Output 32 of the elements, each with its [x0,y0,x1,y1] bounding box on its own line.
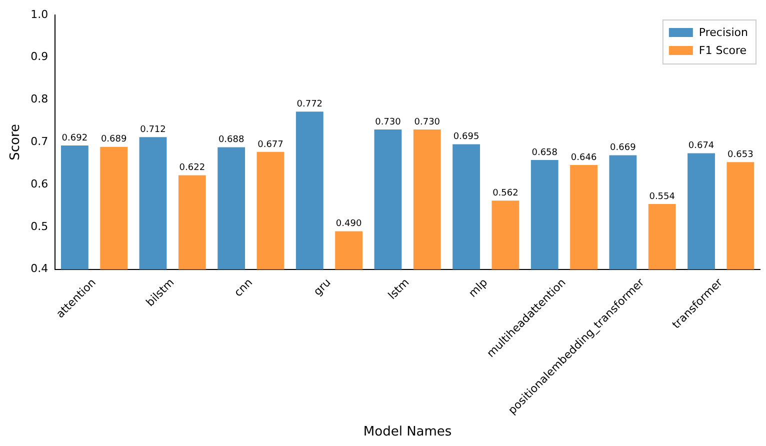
data-label: 0.712 [140,124,166,135]
y-tick-label: 0.9 [30,50,48,64]
data-label: 0.490 [336,219,362,230]
x-axis-title: Model Names [363,424,452,440]
data-label: 0.692 [62,133,88,144]
data-label: 0.674 [688,141,714,152]
x-tick-label: cnn [232,276,256,300]
y-axis-title: Score [8,124,24,160]
data-label: 0.772 [296,99,323,110]
data-label: 0.646 [570,152,597,163]
y-tick-label: 0.4 [30,262,48,276]
data-label: 0.730 [414,117,440,128]
data-label: 0.562 [492,188,518,199]
data-label: 0.689 [100,134,127,145]
y-tick-label: 0.8 [30,92,48,106]
data-label: 0.653 [728,150,754,160]
data-label: 0.730 [375,117,402,128]
legend-label: Precision [698,26,748,39]
y-tick-label: 1.0 [30,8,48,21]
legend-label: F1 Score [698,44,747,57]
data-label: 0.669 [610,143,636,154]
y-tick-label: 0.5 [30,220,48,233]
data-label: 0.658 [532,148,558,158]
data-label: 0.677 [258,140,284,150]
x-tick-label: gru [311,276,334,298]
data-label: 0.688 [218,135,244,146]
x-tick-label: mlp [466,276,490,300]
y-tick-label: 0.7 [30,135,48,148]
data-label: 0.554 [649,192,676,202]
data-label: 0.695 [453,132,480,142]
data-label: 0.622 [179,163,206,174]
y-tick-label: 0.6 [30,177,48,190]
